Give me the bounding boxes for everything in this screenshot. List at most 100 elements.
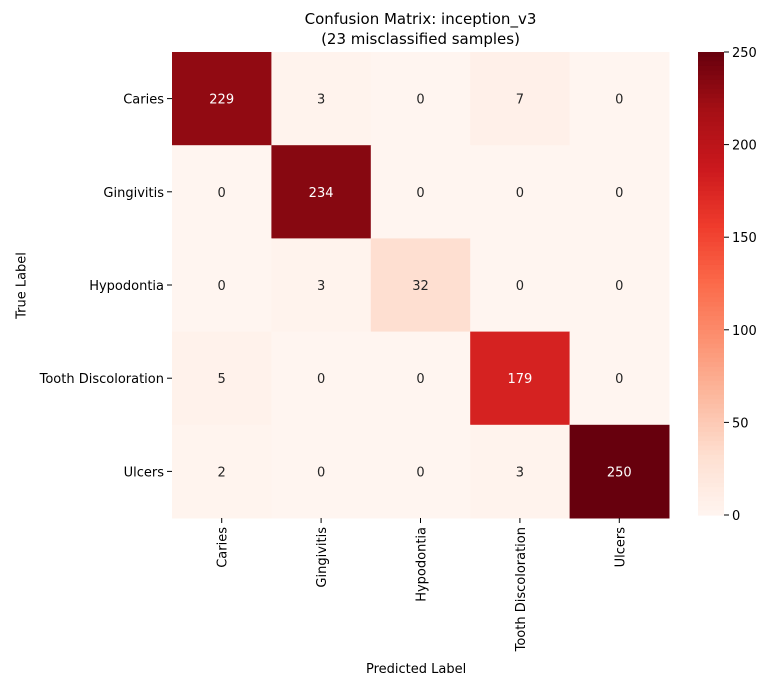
- colorbar-segment: [698, 264, 724, 271]
- colorbar-segment: [698, 501, 724, 507]
- colorbar-segment: [698, 204, 724, 211]
- x-tick-label: Caries: [216, 527, 231, 568]
- cell-value-label: 0: [615, 279, 623, 294]
- heatmap-cell: [271, 145, 372, 239]
- colorbar-segment: [698, 214, 724, 220]
- y-axis-label: True Label: [14, 252, 30, 319]
- colorbar-segment: [698, 274, 724, 280]
- colorbar-segment: [698, 283, 724, 289]
- colorbar-segment: [698, 227, 724, 234]
- colorbar-segment: [698, 357, 724, 363]
- colorbar-segment: [698, 61, 724, 67]
- colorbar-segment: [698, 75, 724, 81]
- heatmap-cell: [172, 52, 272, 146]
- colorbar-segment: [698, 422, 724, 428]
- colorbar-segment: [698, 464, 724, 470]
- colorbar-segment: [698, 482, 724, 488]
- cell-value-label: 179: [507, 372, 532, 387]
- heatmap-cell: [271, 424, 372, 519]
- heatmap-cell: [569, 331, 670, 426]
- colorbar-segment: [698, 251, 724, 257]
- colorbar-segment: [698, 311, 724, 317]
- colorbar-segment: [698, 126, 724, 132]
- colorbar-segment: [698, 153, 724, 160]
- colorbar-segment: [698, 403, 724, 410]
- x-axis-label: Predicted Label: [366, 662, 467, 677]
- colorbar-segment: [698, 371, 724, 377]
- colorbar-segment: [698, 241, 724, 248]
- colorbar-segment: [698, 427, 724, 433]
- cell-value-label: 0: [317, 465, 325, 480]
- colorbar-segment: [698, 454, 724, 461]
- colorbar-segment: [698, 190, 724, 197]
- colorbar-segment: [698, 130, 724, 136]
- colorbar-tick-label: 50: [732, 416, 749, 431]
- colorbar-segment: [698, 163, 724, 169]
- cell-value-label: 0: [416, 465, 424, 480]
- colorbar-tick-label: 100: [732, 324, 757, 339]
- heatmap-cell: [470, 145, 571, 239]
- colorbar-segment: [698, 339, 724, 345]
- colorbar-segment: [698, 431, 724, 437]
- colorbar-segment: [698, 445, 724, 451]
- heatmap-cell: [172, 145, 272, 239]
- colorbar-segment: [698, 107, 724, 113]
- cell-value-label: 32: [412, 279, 429, 294]
- colorbar-segment: [698, 269, 724, 275]
- heatmap-cell: [569, 424, 670, 519]
- cell-value-label: 0: [218, 279, 226, 294]
- colorbar-segment: [698, 200, 724, 206]
- chart-title-line-2: (23 misclassified samples): [321, 30, 520, 48]
- heatmap-cell: [370, 424, 471, 519]
- heatmap-cell: [271, 238, 372, 333]
- colorbar-segment: [698, 315, 724, 322]
- colorbar-segment: [698, 325, 724, 331]
- colorbar-segment: [698, 112, 724, 118]
- cell-value-label: 7: [516, 93, 524, 108]
- colorbar-segment: [698, 408, 724, 414]
- x-tick-label: Ulcers: [613, 527, 628, 568]
- colorbar-segment: [698, 167, 724, 173]
- cell-value-label: 3: [516, 465, 524, 480]
- colorbar-segment: [698, 385, 724, 391]
- colorbar-segment: [698, 468, 724, 474]
- colorbar-segment: [698, 139, 724, 146]
- colorbar-segment: [698, 394, 724, 400]
- colorbar-segment: [698, 505, 724, 511]
- colorbar-segment: [698, 343, 724, 349]
- x-tick-label: Tooth Discoloration: [514, 527, 529, 652]
- colorbar-segment: [698, 278, 724, 285]
- colorbar-segment: [698, 260, 724, 266]
- colorbar-tick-label: 150: [732, 231, 757, 246]
- colorbar-segment: [698, 320, 724, 326]
- heatmap-cell: [470, 424, 571, 519]
- cell-value-label: 2: [218, 465, 226, 480]
- y-axis-ticks: Caries Gingivitis Hypodontia Tooth Discolor…: [39, 93, 172, 480]
- heatmap-cell: [271, 52, 372, 146]
- x-tick-label: Gingivitis: [315, 527, 330, 588]
- heatmap-cells: [172, 52, 670, 519]
- cell-value-label: 0: [615, 372, 623, 387]
- y-tick-label: Caries: [123, 93, 164, 108]
- cell-value-label: 3: [317, 93, 325, 108]
- heatmap-cell: [172, 238, 272, 333]
- colorbar-segment: [698, 459, 724, 465]
- y-tick-label: Ulcers: [124, 465, 165, 480]
- colorbar-segment: [698, 389, 724, 396]
- heatmap-cell: [470, 52, 571, 146]
- x-tick-label: Hypodontia: [415, 527, 430, 602]
- cell-value-label: 234: [309, 186, 334, 201]
- colorbar-segment: [698, 209, 724, 215]
- cell-value-label: 0: [317, 372, 325, 387]
- colorbar-segment: [698, 510, 724, 516]
- cell-value-label: 0: [615, 93, 623, 108]
- heatmap-cell: [172, 424, 272, 519]
- colorbar-segment: [698, 79, 724, 86]
- heatmap-cell-labels: 229 3 0 7 0 0 234 0 0 0 0 3 32 0 0 5 0 0 179 0 2 0 0 3 250: [209, 93, 631, 481]
- colorbar-segment: [698, 186, 724, 192]
- heatmap-cell: [271, 331, 372, 426]
- colorbar-segment: [698, 121, 724, 127]
- colorbar-segment: [698, 348, 724, 354]
- heatmap-cell: [569, 145, 670, 239]
